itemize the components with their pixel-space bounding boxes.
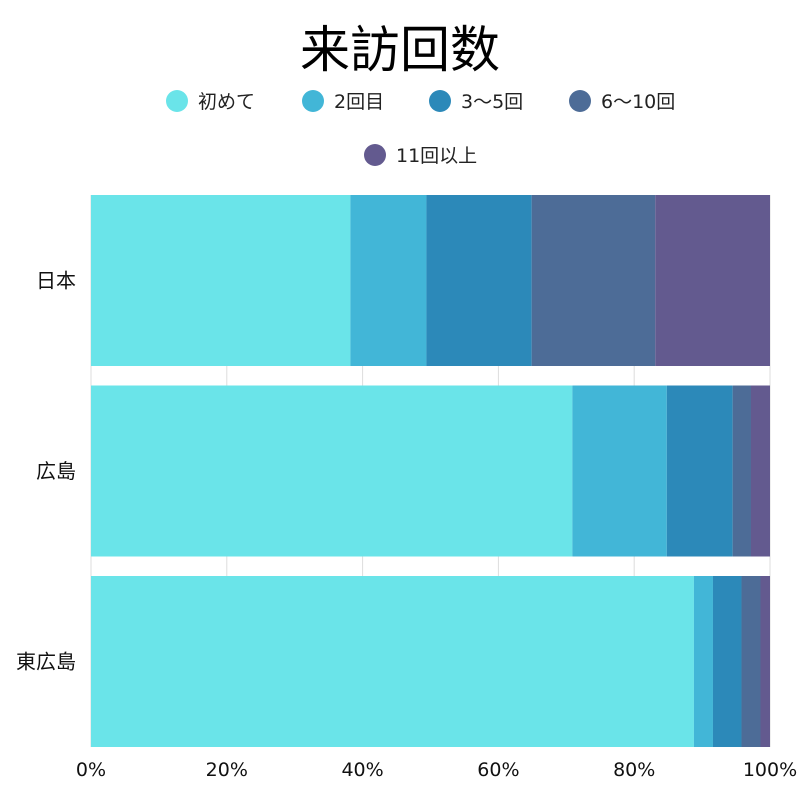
bar-segment-2-1 (693, 576, 713, 747)
legend-marker (429, 90, 451, 112)
legend-label: 11回以上 (396, 145, 477, 167)
bar-segment-0-0 (91, 195, 351, 366)
category-label: 広島 (36, 459, 76, 483)
bar-segment-1-0 (91, 385, 573, 557)
legend-label: 3〜5回 (461, 91, 523, 113)
legend-label: 6〜10回 (601, 91, 675, 113)
x-tick-label: 0% (76, 759, 106, 781)
bar-segment-2-0 (91, 576, 694, 747)
legend-marker (302, 90, 324, 112)
chart-title: 来訪回数 (300, 21, 500, 79)
bar-segment-1-3 (732, 385, 751, 557)
bar-segment-1-1 (572, 385, 667, 557)
bar-segment-2-3 (741, 576, 761, 747)
bar-segment-2-4 (760, 576, 770, 747)
legend-marker (166, 90, 188, 112)
legend-marker (569, 90, 591, 112)
bar-segment-0-3 (531, 195, 656, 366)
legend-marker (364, 144, 386, 166)
bar-segment-0-1 (350, 195, 427, 366)
x-tick-label: 20% (206, 759, 248, 781)
bars (91, 195, 770, 747)
x-tick-label: 80% (613, 759, 655, 781)
x-tick-label: 100% (743, 759, 797, 781)
legend: 初めて 2回目 3〜5回 6〜10回 11回以上 (166, 90, 675, 167)
bar-segment-2-2 (712, 576, 742, 747)
x-tick-label: 40% (341, 759, 383, 781)
x-tick-label: 60% (477, 759, 519, 781)
bar-segment-0-4 (655, 195, 770, 366)
legend-label: 2回目 (334, 91, 384, 113)
category-label: 日本 (36, 269, 76, 293)
category-label: 東広島 (16, 650, 76, 674)
legend-label: 初めて (198, 91, 255, 113)
bar-segment-1-2 (666, 385, 733, 557)
x-axis-ticks: 0% 20% 40% 60% 80% 100% (76, 759, 797, 781)
bar-segment-0-2 (426, 195, 532, 366)
bar-segment-1-4 (750, 385, 770, 557)
